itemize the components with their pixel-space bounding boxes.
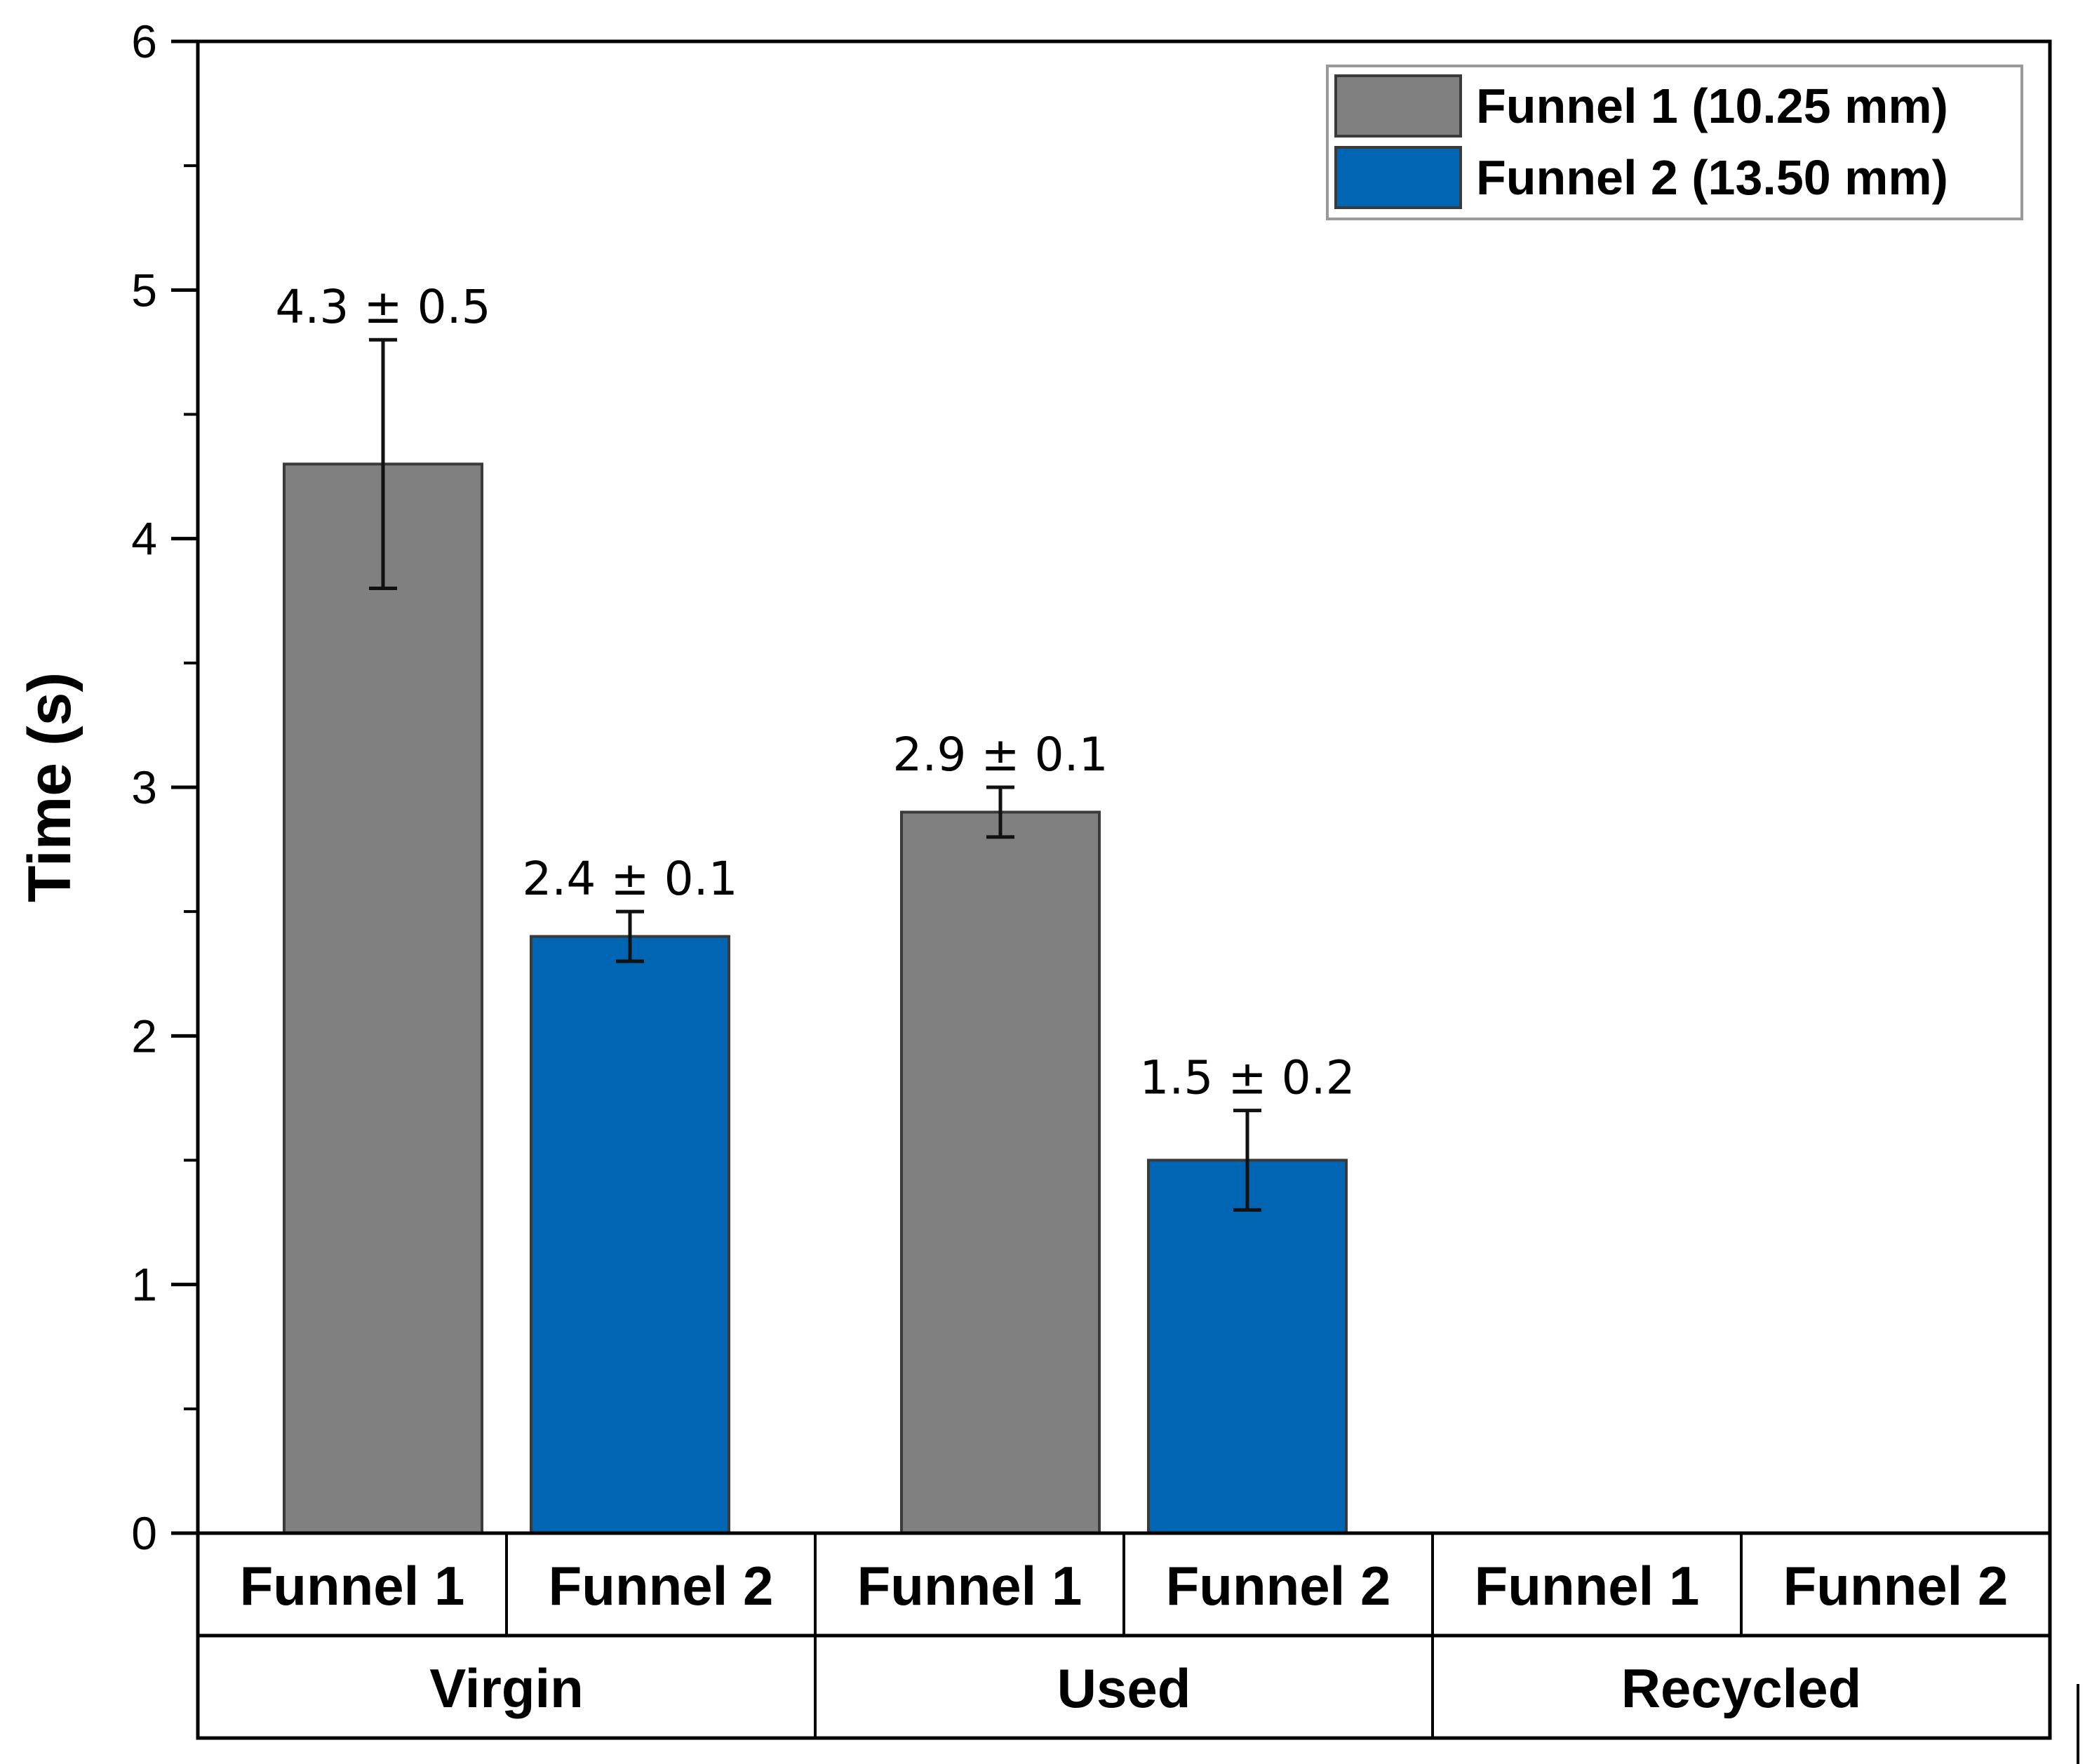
data-label: 2.4 ± 0.1 <box>522 852 737 906</box>
group-label: Used <box>1057 1657 1191 1719</box>
bar-1-used <box>900 810 1101 1535</box>
legend-swatch-1 <box>1334 74 1462 138</box>
y-tick-label: 6 <box>131 15 157 67</box>
bar-2-used <box>1147 1158 1348 1535</box>
bar-1-virgin <box>283 462 483 1535</box>
bar-2-virgin <box>530 935 730 1535</box>
category-label: Funnel 1 <box>1475 1555 1700 1617</box>
group-label: Recycled <box>1621 1657 1862 1719</box>
y-tick-label: 0 <box>131 1507 157 1559</box>
legend: Funnel 1 (10.25 mm) Funnel 2 (13.50 mm) <box>1326 65 2023 220</box>
category-label: Funnel 2 <box>1166 1555 1391 1617</box>
data-label: 1.5 ± 0.2 <box>1139 1051 1355 1105</box>
category-label: Funnel 2 <box>1783 1555 2009 1617</box>
category-label: Funnel 1 <box>857 1555 1082 1617</box>
y-tick-label: 4 <box>131 513 157 565</box>
x-category-table: Funnel 1 Funnel 2 Funnel 1 Funnel 2 Funnel 1… <box>196 1531 2052 1740</box>
legend-swatch-2 <box>1334 146 1462 209</box>
group-label: Virgin <box>429 1657 584 1719</box>
data-label: 2.9 ± 0.1 <box>892 728 1108 782</box>
category-label: Funnel 1 <box>240 1555 465 1617</box>
legend-label-2: Funnel 2 (13.50 mm) <box>1476 150 1948 205</box>
y-axis-label: Time (s) <box>16 672 83 902</box>
y-axis: 0 1 2 3 4 5 6 <box>131 15 198 1559</box>
data-label: 4.3 ± 0.5 <box>275 280 490 334</box>
legend-label-1: Funnel 1 (10.25 mm) <box>1476 79 1948 133</box>
category-label: Funnel 2 <box>549 1555 774 1617</box>
y-tick-label: 5 <box>131 264 157 316</box>
y-tick-label: 2 <box>131 1010 157 1062</box>
y-tick-label: 3 <box>131 761 157 813</box>
bars: 4.3 ± 0.5 2.9 ± 0.1 2.4 ± 0.1 1.5 ± 0.2 <box>275 280 1355 1535</box>
y-tick-label: 1 <box>131 1259 157 1311</box>
